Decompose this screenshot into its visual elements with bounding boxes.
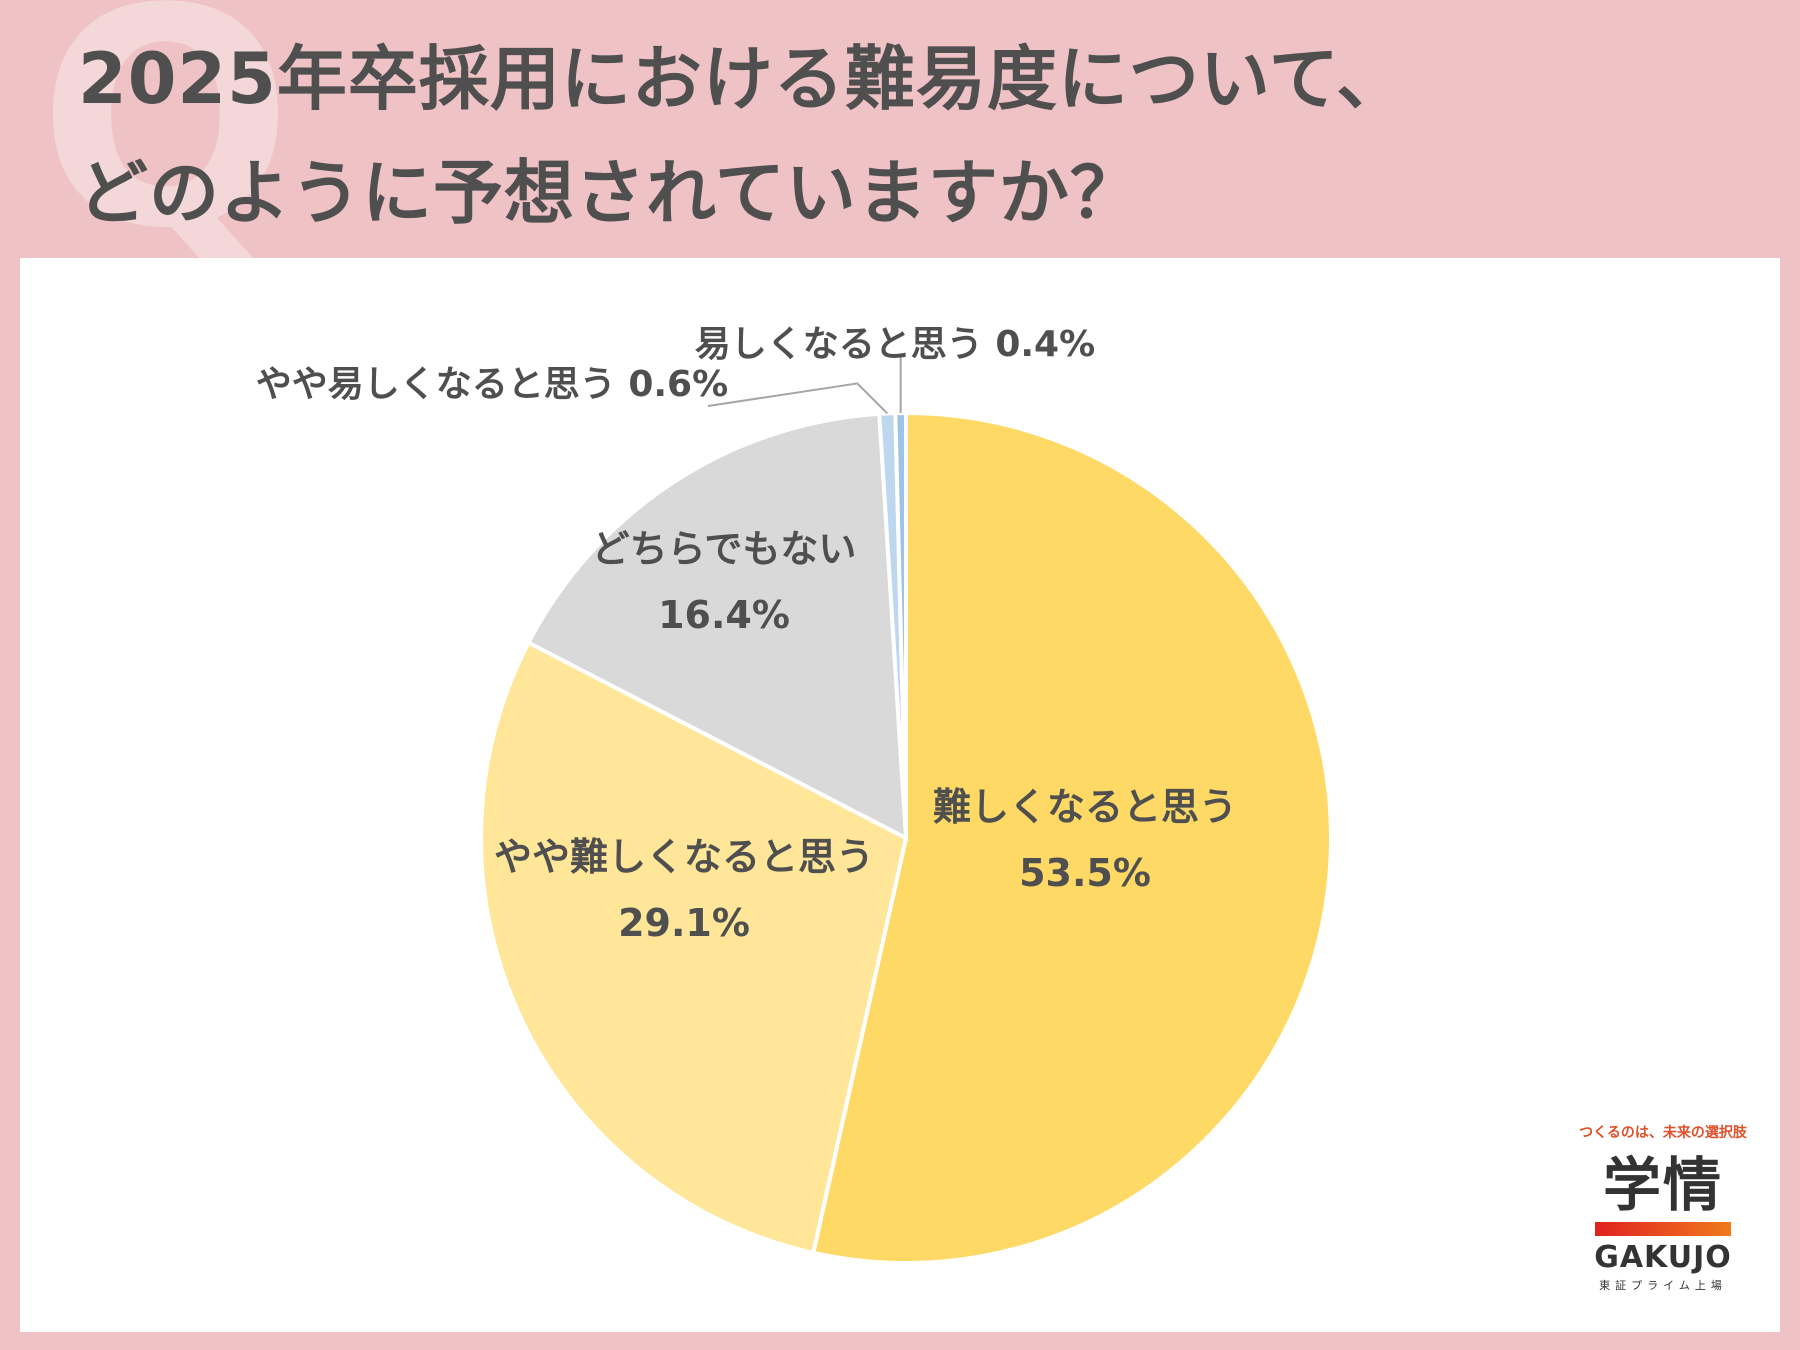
page-title: 2025年卒採用における難易度について、 どのように予想されていますか？ (78, 22, 1758, 250)
logo-name-ja: 学情 (1602, 1151, 1723, 1219)
slice-value-difficult: 53.5% (1019, 851, 1151, 895)
slice-label-somewhat-difficult: やや難しくなると思う (494, 835, 874, 879)
slice-value-somewhat-difficult: 29.1% (618, 901, 750, 945)
pie-slice-difficult (810, 410, 1333, 1265)
chart-panel: 難しくなると思う 53.5% やや難しくなると思う 29.1% どちらでもない 16.4%… (20, 258, 1780, 1332)
slice-label-difficult: 難しくなると思う (933, 785, 1237, 829)
slice-value-neither: 16.4% (658, 593, 790, 637)
logo-tagline: つくるのは、未来の選択肢 (1579, 1125, 1747, 1141)
slice-label-easy: 易しくなると思う 0.4% (695, 324, 1095, 365)
gakujo-logo: つくるのは、未来の選択肢 学情 GAKUJO 東証プライム上場 (1560, 1122, 1766, 1322)
q-decoration: Q (38, 0, 294, 294)
pie-slice-neither (525, 411, 909, 842)
logo-name-en: GAKUJO (1594, 1240, 1732, 1275)
slice-label-neither: どちらでもない (592, 527, 857, 571)
slice-label-somewhat-easy: やや易しくなると思う 0.6% (256, 364, 728, 405)
pie-chart: 難しくなると思う 53.5% やや難しくなると思う 29.1% どちらでもない 16.4%… (256, 324, 1333, 1265)
logo-subtitle: 東証プライム上場 (1599, 1279, 1727, 1292)
leader-line-somewhat-easy (707, 382, 889, 415)
logo-color-bar (1595, 1222, 1731, 1236)
pie-slice-somewhat-difficult (479, 639, 909, 1256)
title-line-1: 2025年卒採用における難易度について、 (78, 38, 1408, 120)
title-line-2: どのように予想されていますか？ (78, 152, 1141, 234)
